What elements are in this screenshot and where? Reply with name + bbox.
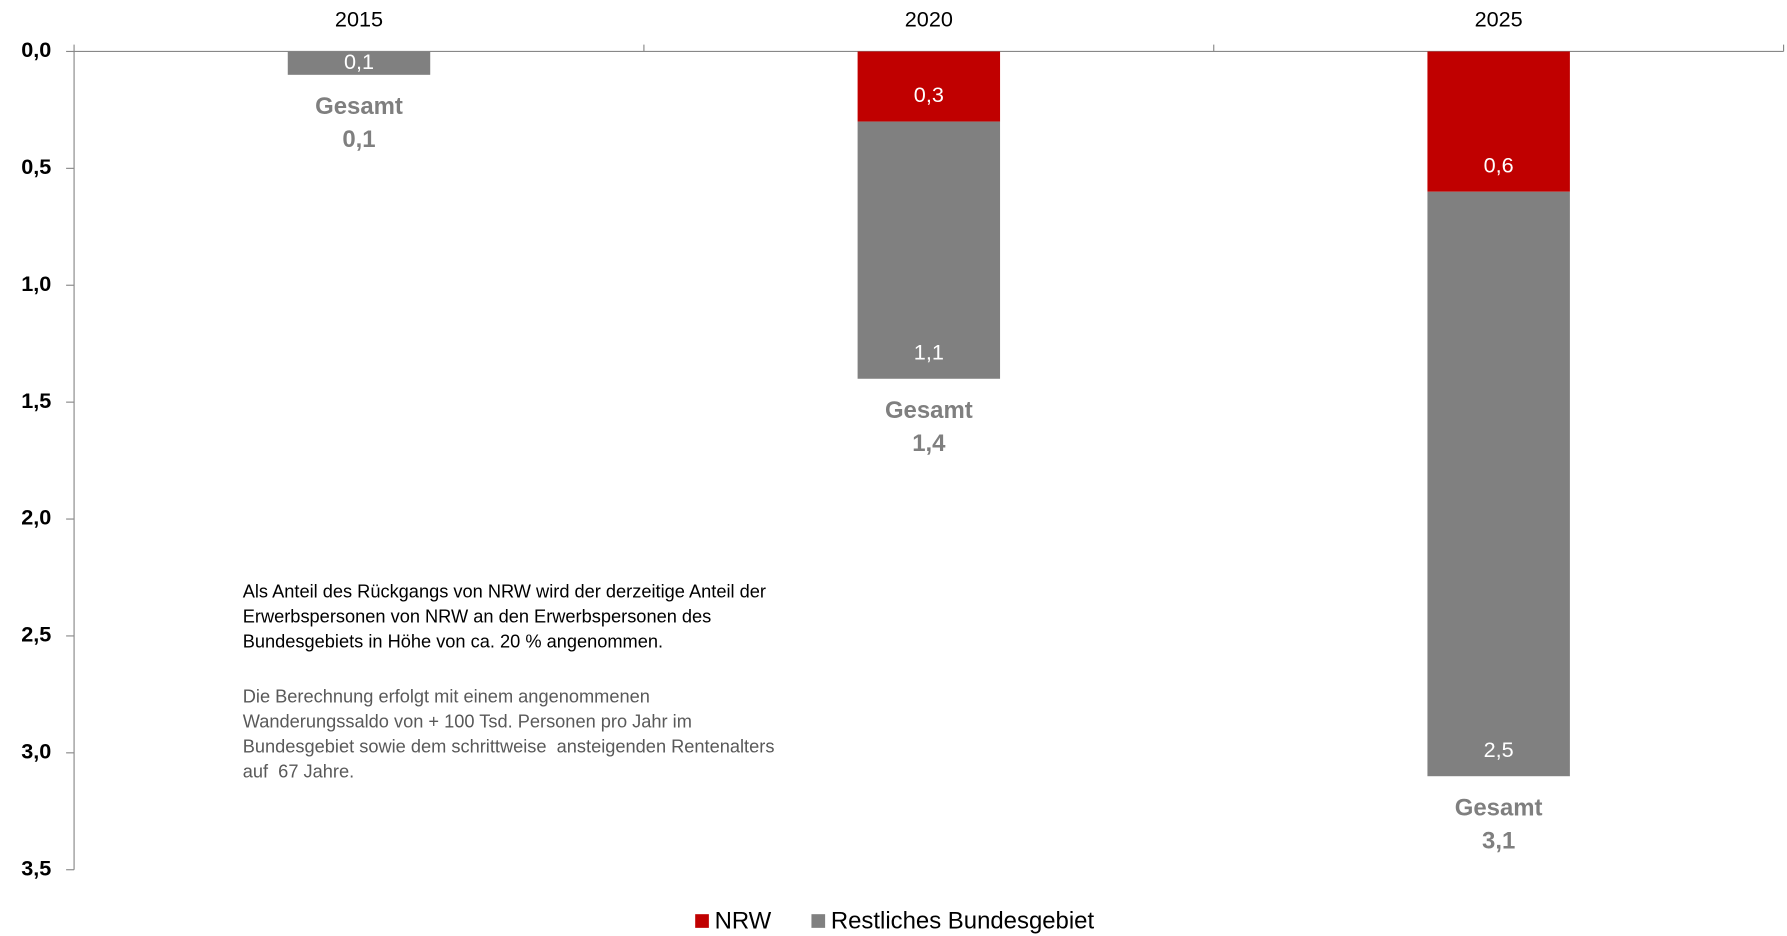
bar-segment [857,121,1001,379]
y-tick-label: 3,5 [21,855,51,880]
y-tick-label: 1,5 [21,388,51,413]
total-label: 0,1 [342,126,375,153]
annotation: Wanderungssaldo von + 100 Tsd. Personen … [243,711,692,732]
annotation: Erwerbspersonen von NRW an den Erwerbspe… [243,606,712,627]
bar-segment [287,51,431,75]
value-label: 0,3 [914,82,944,107]
y-tick-label: 2,5 [21,622,51,647]
legend-swatch [695,914,709,928]
total-title: Gesamt [885,397,973,424]
bar-segment [1427,191,1570,777]
legend-label: NRW [715,907,772,934]
annotation: Als Anteil des Rückgangs von NRW wird de… [243,581,766,602]
x-tick-label: 2025 [1475,6,1523,31]
legend-label: Restliches Bundesgebiet [831,907,1095,934]
value-label: 0,6 [1484,152,1514,177]
bar-segment [1427,51,1570,192]
y-tick-label: 1,0 [21,271,51,296]
x-tick-label: 2015 [335,6,383,31]
bar-segment [857,51,1001,122]
y-tick-label: 2,0 [21,505,51,530]
total-label: 1,4 [912,430,946,457]
annotation: Bundesgebiet sowie dem schrittweise anst… [243,736,775,757]
value-label: 2,5 [1484,737,1514,762]
annotation: Bundesgebiets in Höhe von ca. 20 % angen… [243,631,663,652]
total-label: 3,1 [1482,828,1515,855]
legend-swatch [811,914,826,928]
y-tick-label: 3,0 [21,739,51,764]
y-tick-label: 0,5 [21,154,51,179]
annotation: Die Berechnung erfolgt mit einem angenom… [243,685,650,706]
total-title: Gesamt [315,93,403,120]
x-tick-label: 2020 [905,6,953,31]
value-label: 1,1 [914,339,944,364]
value-label: 0,1 [344,49,374,74]
total-title: Gesamt [1455,795,1543,822]
y-tick-label: 0,0 [21,37,51,62]
annotation: auf 67 Jahre. [243,761,354,782]
